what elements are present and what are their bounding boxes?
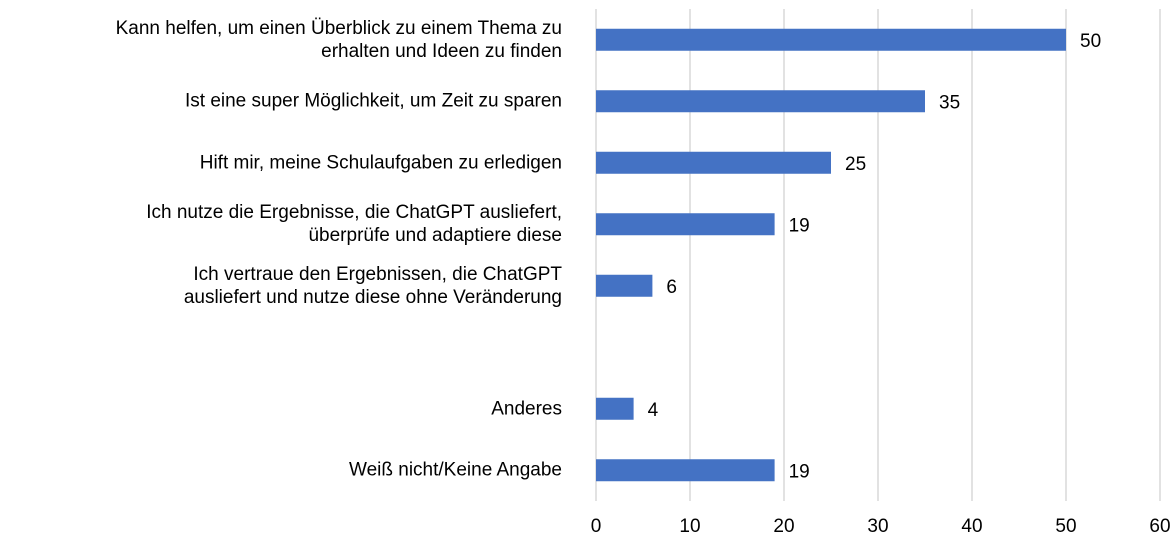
- value-label: 19: [789, 461, 810, 482]
- x-tick-label: 0: [591, 516, 602, 537]
- y-tick-label: Anderes: [491, 398, 562, 420]
- x-tick-label: 20: [773, 516, 794, 537]
- x-tick-label: 10: [679, 516, 700, 537]
- y-tick-label: Kann helfen, um einen Überblick zu einem…: [115, 17, 562, 62]
- bar: [596, 397, 634, 420]
- x-tick-label: 60: [1149, 516, 1170, 537]
- value-label: 4: [648, 400, 659, 421]
- y-tick-label: Ist eine super Möglichkeit, um Zeit zu s…: [184, 90, 562, 112]
- x-tick-label: 30: [867, 516, 888, 537]
- value-label: 6: [666, 277, 677, 298]
- bar: [596, 151, 831, 174]
- value-label: 25: [845, 154, 866, 175]
- y-tick-label: Weiß nicht/Keine Angabe: [348, 459, 562, 481]
- bar: [596, 213, 775, 236]
- bar: [596, 28, 1066, 51]
- bar: [596, 459, 775, 482]
- value-label: 50: [1080, 31, 1101, 52]
- y-tick-label: Hift mir, meine Schulaufgaben zu erledig…: [199, 152, 562, 174]
- value-label: 19: [789, 215, 810, 236]
- bar: [596, 90, 925, 113]
- x-tick-label: 50: [1055, 516, 1076, 537]
- y-tick-label: Ich nutze die Ergebnisse, die ChatGPT au…: [146, 202, 562, 247]
- bar: [596, 274, 653, 297]
- y-tick-label: Ich vertraue den Ergebnissen, die ChatGP…: [183, 263, 562, 308]
- x-tick-label: 40: [961, 516, 982, 537]
- value-label: 35: [939, 92, 960, 113]
